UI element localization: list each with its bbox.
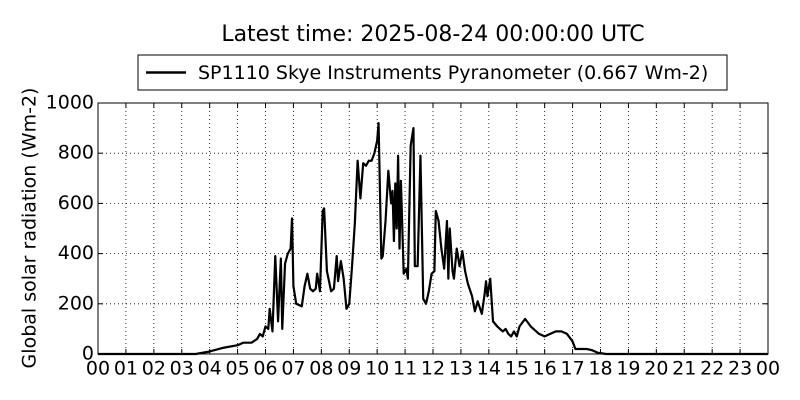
x-tick-label: 21 <box>672 358 696 380</box>
x-tick-label: 11 <box>393 358 417 380</box>
x-tick-label: 06 <box>253 358 277 380</box>
y-tick-label: 600 <box>58 192 94 214</box>
legend-label: SP1110 Skye Instruments Pyranometer (0.6… <box>198 62 708 84</box>
y-tick-label: 1000 <box>46 92 94 114</box>
x-tick-label: 17 <box>560 358 584 380</box>
x-tick-label: 05 <box>225 358 249 380</box>
y-axis-label: Global solar radiation (Wm-2) <box>19 88 41 369</box>
x-tick-label: 00 <box>86 358 110 380</box>
x-tick-label: 22 <box>700 358 724 380</box>
x-tick-label: 18 <box>588 358 612 380</box>
y-tick-label: 400 <box>58 242 94 264</box>
x-tick-label: 03 <box>170 358 194 380</box>
x-tick-label: 00 <box>756 358 780 380</box>
x-tick-label: 16 <box>533 358 557 380</box>
plot-frame <box>97 102 769 355</box>
x-tick-label: 20 <box>644 358 668 380</box>
x-tick-label: 15 <box>505 358 529 380</box>
x-tick-label: 12 <box>421 358 445 380</box>
x-tick-label: 13 <box>449 358 473 380</box>
x-tick-label: 19 <box>616 358 640 380</box>
x-tick-label: 07 <box>281 358 305 380</box>
x-tick-label: 02 <box>142 358 166 380</box>
chart-title: Latest time: 2025-08-24 00:00:00 UTC <box>221 22 644 47</box>
x-tick-label: 23 <box>728 358 752 380</box>
y-tick-label: 800 <box>58 142 94 164</box>
x-tick-label: 04 <box>198 358 222 380</box>
x-tick-label: 01 <box>114 358 138 380</box>
y-tick-label: 0 <box>82 343 94 365</box>
x-tick-label: 08 <box>309 358 333 380</box>
x-tick-label: 14 <box>477 358 501 380</box>
x-tick-label: 10 <box>365 358 389 380</box>
x-tick-label: 09 <box>337 358 361 380</box>
legend-box <box>137 54 728 91</box>
y-tick-label: 200 <box>58 292 94 314</box>
data-line <box>98 121 768 356</box>
